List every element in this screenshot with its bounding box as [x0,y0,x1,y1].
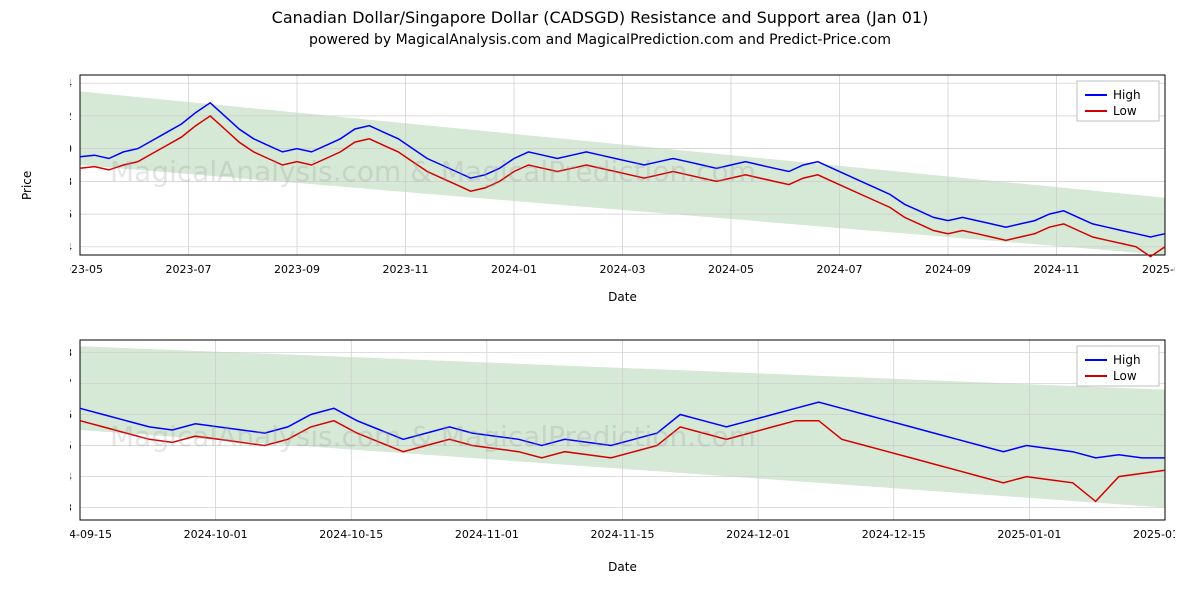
svg-text:2023-11: 2023-11 [383,263,429,276]
svg-text:2024-12-15: 2024-12-15 [862,528,926,541]
page-root: Canadian Dollar/Singapore Dollar (CADSGD… [0,0,1200,600]
svg-text:2025-01-15: 2025-01-15 [1133,528,1175,541]
svg-text:0.96: 0.96 [70,208,72,221]
chart-bottom-xlabel: Date [70,560,1175,574]
svg-text:0.98: 0.98 [70,175,72,188]
svg-text:1.04: 1.04 [70,77,72,90]
svg-text:2024-01: 2024-01 [491,263,537,276]
svg-text:1.00: 1.00 [70,143,72,156]
svg-text:2025-01: 2025-01 [1142,263,1175,276]
chart-top-xlabel: Date [70,290,1175,304]
svg-text:0.97: 0.97 [70,377,72,390]
svg-text:2023-07: 2023-07 [166,263,212,276]
chart-bottom-svg: 0.93 0.94 0.95 0.96 0.97 0.98 2024-09-15 2024-1… [70,330,1175,555]
svg-text:2024-11: 2024-11 [1034,263,1080,276]
svg-text:0.95: 0.95 [70,440,72,453]
svg-text:0.93: 0.93 [70,502,72,515]
svg-text:0.96: 0.96 [70,408,72,421]
svg-text:Low: Low [1113,104,1137,118]
svg-text:2023-09: 2023-09 [274,263,320,276]
svg-text:2024-09: 2024-09 [925,263,971,276]
chart-top-ylabel: Price [20,171,34,200]
svg-text:Low: Low [1113,369,1137,383]
svg-text:2024-05: 2024-05 [708,263,754,276]
svg-text:2023-05: 2023-05 [70,263,103,276]
svg-text:2024-03: 2024-03 [600,263,646,276]
svg-text:0.98: 0.98 [70,346,72,359]
svg-text:2024-07: 2024-07 [817,263,863,276]
svg-text:2024-11-01: 2024-11-01 [455,528,519,541]
chart-subtitle: powered by MagicalAnalysis.com and Magic… [0,32,1200,48]
chart-bottom: 0.93 0.94 0.95 0.96 0.97 0.98 2024-09-15 2024-1… [70,330,1175,555]
svg-text:1.02: 1.02 [70,110,72,123]
svg-text:2024-10-01: 2024-10-01 [184,528,248,541]
svg-text:2025-01-01: 2025-01-01 [997,528,1061,541]
svg-text:2024-11-15: 2024-11-15 [591,528,655,541]
svg-text:0.94: 0.94 [70,241,72,254]
svg-text:0.94: 0.94 [70,471,72,484]
chart-top-svg: 0.94 0.96 0.98 1.00 1.02 1.04 2023-05 2023-07 20… [70,65,1175,290]
chart-top: 0.94 0.96 0.98 1.00 1.02 1.04 2023-05 2023-07 20… [70,65,1175,290]
svg-text:High: High [1113,88,1141,102]
svg-text:High: High [1113,353,1141,367]
chart-title: Canadian Dollar/Singapore Dollar (CADSGD… [0,8,1200,27]
svg-text:2024-12-01: 2024-12-01 [726,528,790,541]
svg-text:2024-10-15: 2024-10-15 [319,528,383,541]
svg-text:2024-09-15: 2024-09-15 [70,528,112,541]
